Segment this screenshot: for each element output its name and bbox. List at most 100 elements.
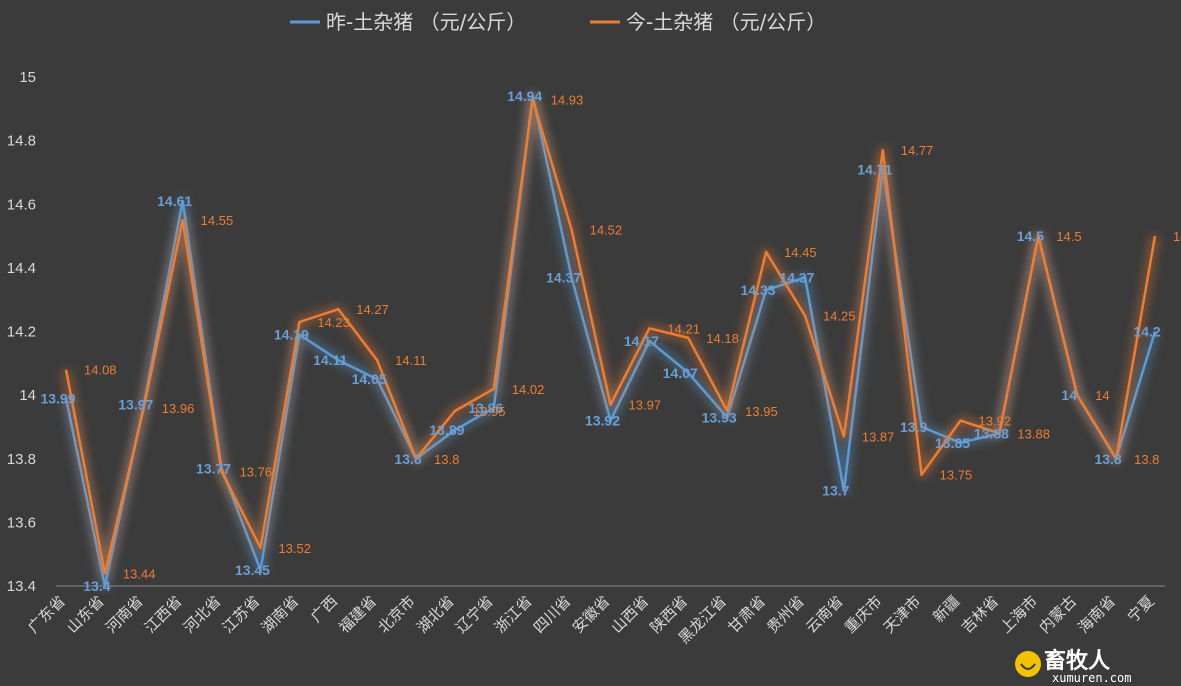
data-label-yesterday: 13.7 xyxy=(822,483,849,499)
y-tick-label: 14.6 xyxy=(7,196,36,213)
data-label-yesterday: 14.37 xyxy=(546,269,581,285)
series-layer xyxy=(62,92,1159,590)
x-tick-label: 贵州省 xyxy=(763,592,808,637)
legend-label-0: 昨-土杂猪 （元/公斤） xyxy=(326,10,526,34)
data-label-today: 14.45 xyxy=(784,245,817,260)
y-tick-label: 13.6 xyxy=(7,514,36,531)
data-label-today: 14.02 xyxy=(512,382,545,397)
y-axis: 13.4 13.6 13.8 14 14.2 14.4 14.6 14.8 15 xyxy=(7,69,36,595)
data-label-yesterday: 13.92 xyxy=(585,413,620,429)
data-label-yesterday: 13.8 xyxy=(1094,451,1121,467)
data-label-yesterday: 14.19 xyxy=(274,327,309,343)
y-tick-label: 14.8 xyxy=(7,133,36,150)
data-label-yesterday: 13.99 xyxy=(40,390,75,406)
watermark-cn: 畜牧人 xyxy=(1044,648,1110,674)
x-tick-label: 辽宁省 xyxy=(452,592,497,637)
x-tick-label: 内蒙古 xyxy=(1035,592,1080,637)
data-label-today: 14.5 xyxy=(1056,229,1081,244)
series-glow-1 xyxy=(62,95,1159,578)
data-label-today: 14.77 xyxy=(901,143,934,158)
y-tick-label: 15 xyxy=(19,69,36,86)
data-label-yesterday: 14.2 xyxy=(1133,324,1160,340)
x-tick-label: 吉林省 xyxy=(958,592,1003,637)
legend: 昨-土杂猪 （元/公斤） 今-土杂猪 （元/公斤） xyxy=(290,10,826,34)
data-label-today: 14.23 xyxy=(317,315,350,330)
x-tick-label: 湖南省 xyxy=(258,592,303,637)
x-tick-label: 山西省 xyxy=(608,592,653,637)
x-tick-label: 广东省 xyxy=(24,592,69,637)
x-tick-label: 安徽省 xyxy=(569,592,614,637)
x-tick-label: 新疆 xyxy=(929,592,963,626)
data-label-today: 13.87 xyxy=(862,429,895,444)
y-tick-label: 13.4 xyxy=(7,578,36,595)
data-label-yesterday: 13.89 xyxy=(429,422,464,438)
data-label-yesterday: 13.4 xyxy=(83,578,110,594)
data-label-today: 14.11 xyxy=(395,353,427,368)
x-tick-label: 湖北省 xyxy=(413,592,458,637)
x-tick-label: 江苏省 xyxy=(219,592,264,637)
data-label-today: 13.97 xyxy=(629,398,662,413)
y-tick-label: 14.2 xyxy=(7,324,36,341)
data-label-yesterday: 13.96 xyxy=(468,400,503,416)
data-label-today: 13.8 xyxy=(434,452,459,467)
data-label-yesterday: 14.17 xyxy=(624,333,659,349)
data-label-yesterday: 14 xyxy=(1061,387,1077,403)
data-label-yesterday: 13.85 xyxy=(935,435,970,451)
data-label-today: 14.93 xyxy=(551,92,584,107)
data-label-today: 13.95 xyxy=(473,404,506,419)
legend-label-1: 今-土杂猪 （元/公斤） xyxy=(626,10,826,34)
x-tick-label: 北京市 xyxy=(374,592,419,637)
data-label-today: 13.52 xyxy=(278,541,311,556)
data-label-today: 13.96 xyxy=(162,401,195,416)
data-label-today: 13.8 xyxy=(1134,452,1159,467)
data-label-yesterday: 14.33 xyxy=(741,282,776,298)
x-tick-label: 河南省 xyxy=(102,592,147,637)
data-label-yesterday: 14.07 xyxy=(663,365,698,381)
data-label-today: 14.21 xyxy=(667,321,700,336)
data-label-yesterday: 14.37 xyxy=(779,269,814,285)
data-label-today: 14.55 xyxy=(201,213,234,228)
x-tick-label: 山东省 xyxy=(63,592,108,637)
watermark: 畜牧人 xumuren.com xyxy=(1015,648,1131,685)
watermark-logo-icon xyxy=(1015,651,1041,677)
data-label-today: 13.75 xyxy=(940,468,973,483)
data-label-yesterday: 13.93 xyxy=(702,409,737,425)
x-tick-label: 云南省 xyxy=(802,592,847,637)
x-tick-label: 广西 xyxy=(307,592,341,626)
y-tick-label: 14 xyxy=(19,387,36,404)
data-label-today: 13.88 xyxy=(1017,426,1050,441)
data-label-today: 14 xyxy=(1095,388,1109,403)
data-label-yesterday: 13.45 xyxy=(235,562,270,578)
data-label-today: 14.25 xyxy=(823,309,856,324)
data-label-yesterday: 14.61 xyxy=(157,193,192,209)
x-tick-label: 甘肃省 xyxy=(724,592,769,637)
data-label-yesterday: 14.94 xyxy=(507,88,542,104)
data-label-today: 13.92 xyxy=(979,414,1012,429)
series-line-1 xyxy=(64,98,1157,575)
data-label-yesterday: 13.77 xyxy=(196,460,231,476)
x-tick-label: 宁夏 xyxy=(1124,592,1158,626)
y-tick-label: 13.8 xyxy=(7,451,36,468)
data-label-today: 14.27 xyxy=(356,302,389,317)
x-tick-label: 河北省 xyxy=(180,592,225,637)
data-label-today: 14.18 xyxy=(706,331,739,346)
data-label-yesterday: 14.05 xyxy=(352,371,387,387)
data-label-today: 13.44 xyxy=(123,566,156,581)
data-label-today: 13.76 xyxy=(240,464,273,479)
x-tick-label: 四川省 xyxy=(530,592,575,637)
x-tick-label: 上海市 xyxy=(997,592,1042,637)
data-label-yesterday: 14.11 xyxy=(313,352,347,368)
data-label-today: 14.08 xyxy=(84,363,117,378)
watermark-en: xumuren.com xyxy=(1052,671,1131,685)
data-label-yesterday: 13.97 xyxy=(118,397,153,413)
data-label-yesterday: 13.8 xyxy=(394,451,421,467)
x-tick-label: 天津市 xyxy=(880,592,925,637)
series-line-0 xyxy=(64,94,1157,588)
data-label-yesterday: 13.88 xyxy=(974,425,1009,441)
data-labels: 13.9913.413.9714.6113.7713.4514.1914.111… xyxy=(40,88,1181,594)
x-tick-label: 浙江省 xyxy=(491,592,536,637)
data-label-today: 14.5 xyxy=(1173,229,1181,244)
y-tick-label: 14.4 xyxy=(7,260,36,277)
